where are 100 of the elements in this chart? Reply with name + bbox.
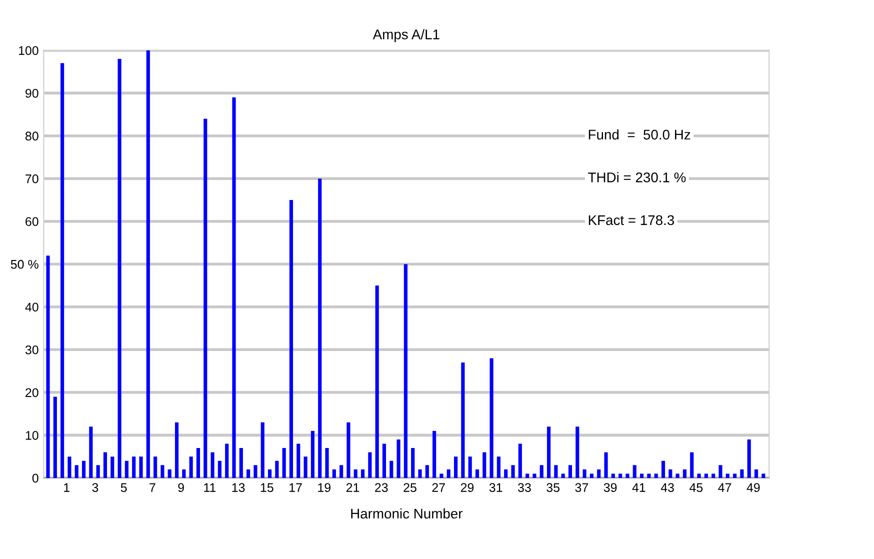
bar [590, 474, 594, 478]
bar [690, 452, 694, 478]
bar [375, 286, 379, 478]
bar [640, 474, 644, 478]
bar [482, 452, 486, 478]
bar [704, 474, 708, 478]
bar [368, 452, 372, 478]
x-tick-label: 31 [489, 483, 502, 492]
bar [89, 426, 93, 478]
bar [432, 430, 436, 478]
bar [632, 465, 636, 478]
x-tick-label: 43 [660, 483, 674, 492]
bar [626, 474, 630, 478]
bar [496, 456, 500, 478]
bar [218, 460, 222, 478]
bar [754, 469, 758, 478]
x-tick-label: 39 [604, 483, 617, 492]
bar [239, 448, 243, 478]
y-tick-label: 40 [25, 302, 38, 312]
bar [654, 474, 658, 478]
bar [282, 448, 286, 478]
bar [661, 460, 666, 478]
bar [296, 444, 300, 478]
bar [526, 474, 530, 478]
x-tick-label: 25 [404, 483, 416, 492]
x-tick-label: 7 [150, 483, 156, 492]
bar [461, 362, 465, 478]
bar [154, 456, 158, 478]
bar [124, 460, 128, 478]
bar [96, 465, 100, 478]
bar [597, 469, 601, 478]
bar [182, 469, 186, 478]
bar [332, 469, 336, 478]
x-tick-label: 9 [178, 483, 184, 492]
x-tick-label: 49 [746, 483, 760, 492]
annotation: Fund = 50.0 Hz [588, 129, 690, 140]
x-tick-label: 45 [689, 483, 703, 492]
bar [103, 452, 108, 478]
bar [561, 474, 565, 478]
bar [475, 469, 480, 478]
x-tick-label: 3 [92, 483, 98, 492]
bar [390, 460, 394, 478]
bar [225, 444, 229, 478]
chart-title: Amps A/L1 [372, 29, 440, 42]
y-tick-label: 100 [18, 46, 38, 55]
y-tick-label: 0 [32, 474, 38, 483]
bar [74, 465, 78, 478]
bar [718, 465, 722, 478]
bar [340, 465, 344, 478]
bar [411, 448, 415, 478]
bar [511, 465, 515, 478]
bar [676, 474, 680, 478]
bar [554, 465, 558, 478]
bar [260, 422, 264, 478]
x-tick-label: 11 [204, 483, 216, 492]
x-tick-label: 35 [546, 483, 560, 492]
bar [668, 469, 672, 478]
bar [246, 469, 250, 478]
bar [425, 465, 429, 478]
bar [682, 469, 686, 478]
bar [310, 430, 314, 478]
bar [540, 465, 544, 478]
x-tick-label: 13 [232, 483, 245, 492]
bar [289, 200, 294, 478]
bar [82, 460, 86, 478]
x-axis-title: Harmonic Number [351, 508, 463, 519]
bar [346, 422, 350, 478]
x-tick-label: 1 [64, 483, 70, 492]
bar [139, 456, 143, 478]
y-tick-label: 70 [26, 174, 38, 184]
x-tick-label: 17 [290, 483, 302, 492]
bar [204, 118, 208, 478]
bar [46, 256, 50, 478]
bar [60, 63, 64, 478]
bar [647, 474, 651, 478]
bar [726, 474, 730, 478]
bar [210, 452, 214, 478]
bar [168, 469, 172, 478]
bar [174, 422, 179, 478]
bar [325, 448, 329, 478]
bar [446, 469, 450, 478]
bar [68, 456, 72, 478]
bar [762, 474, 766, 478]
bar [53, 396, 57, 478]
y-tick-label: 50 % [10, 260, 38, 269]
bar [740, 469, 744, 478]
bar [712, 474, 716, 478]
bar [518, 444, 522, 478]
bar [196, 448, 200, 478]
x-tick-label: 37 [575, 483, 588, 492]
y-tick-label: 10 [26, 430, 38, 440]
bar [160, 465, 164, 478]
bar [618, 474, 622, 478]
bar [110, 456, 114, 478]
bar [275, 460, 279, 478]
bar [532, 474, 536, 478]
bar [396, 439, 400, 478]
bar [418, 469, 422, 478]
bar [568, 465, 572, 478]
bar [360, 469, 365, 478]
